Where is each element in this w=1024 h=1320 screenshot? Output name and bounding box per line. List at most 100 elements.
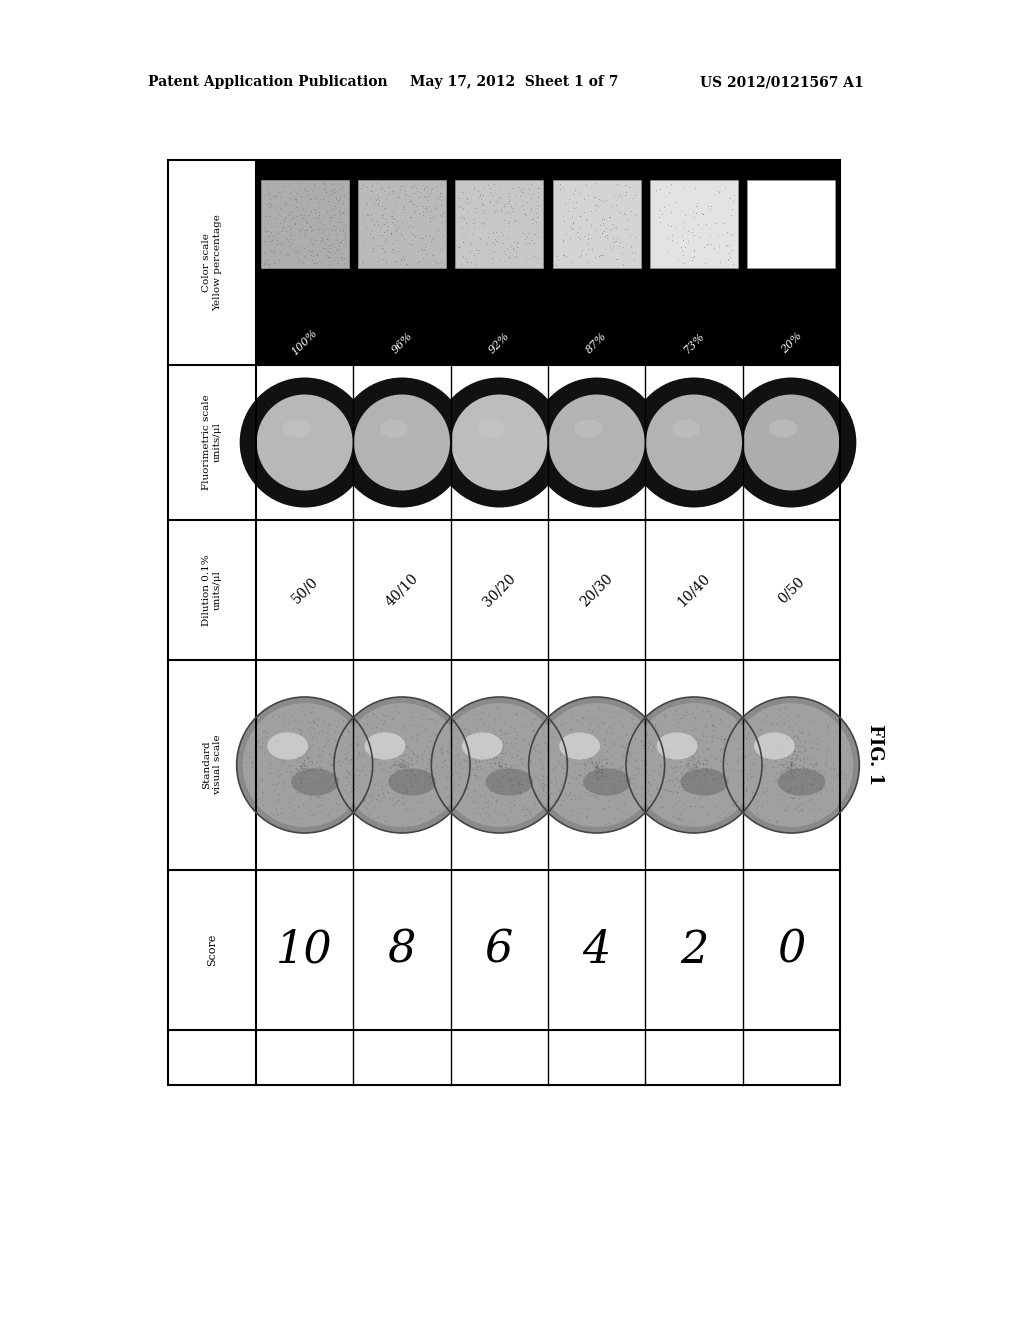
Point <box>720 768 736 789</box>
Point <box>593 766 609 787</box>
Point <box>686 766 702 787</box>
Point <box>307 771 324 792</box>
Point <box>397 781 414 803</box>
Point <box>360 804 377 825</box>
Point <box>555 789 571 810</box>
Point <box>375 248 391 269</box>
Point <box>699 750 716 771</box>
Point <box>691 752 708 774</box>
Point <box>690 751 707 772</box>
Point <box>782 758 799 779</box>
Point <box>580 700 596 721</box>
Point <box>669 781 685 803</box>
Point <box>554 762 570 783</box>
Point <box>588 762 604 783</box>
Point <box>625 787 641 808</box>
Point <box>771 737 787 758</box>
Point <box>506 789 522 810</box>
Point <box>287 729 303 750</box>
Point <box>292 719 308 741</box>
Point <box>663 202 679 223</box>
Point <box>293 754 309 775</box>
Text: 6: 6 <box>485 928 513 972</box>
Point <box>274 714 291 735</box>
Point <box>318 729 335 750</box>
Point <box>782 752 799 774</box>
Point <box>492 706 508 727</box>
Circle shape <box>531 378 662 507</box>
Point <box>416 741 432 762</box>
Point <box>782 779 799 800</box>
Point <box>255 731 271 752</box>
Point <box>452 207 468 228</box>
Point <box>504 198 520 219</box>
Point <box>290 218 306 239</box>
Point <box>278 191 294 213</box>
Point <box>431 768 447 789</box>
Point <box>285 726 301 747</box>
Point <box>388 759 404 780</box>
Point <box>295 207 311 228</box>
Point <box>593 779 609 800</box>
Point <box>697 767 714 788</box>
Point <box>428 176 444 197</box>
Point <box>492 755 508 776</box>
Point <box>389 754 406 775</box>
Point <box>317 246 334 267</box>
Point <box>318 178 335 199</box>
Point <box>570 787 587 808</box>
Point <box>415 227 431 248</box>
Point <box>471 775 487 796</box>
Point <box>783 755 800 776</box>
Point <box>664 173 680 194</box>
Point <box>615 784 632 805</box>
Point <box>676 733 692 754</box>
Point <box>493 201 509 222</box>
Point <box>584 721 600 742</box>
Point <box>549 246 565 267</box>
Point <box>673 751 689 772</box>
Point <box>433 739 450 760</box>
Point <box>706 238 722 259</box>
Point <box>432 206 449 227</box>
Point <box>289 183 305 205</box>
Point <box>736 718 753 739</box>
Point <box>615 792 632 813</box>
Point <box>290 797 306 818</box>
Point <box>354 791 371 812</box>
Point <box>403 754 420 775</box>
Point <box>776 800 793 821</box>
Point <box>485 742 502 763</box>
Point <box>570 731 587 752</box>
Point <box>458 213 474 234</box>
Point <box>445 718 462 739</box>
Point <box>797 738 813 759</box>
Point <box>488 783 505 804</box>
Point <box>697 754 714 775</box>
Point <box>603 239 620 260</box>
Point <box>475 809 492 830</box>
Point <box>423 800 439 821</box>
Point <box>516 702 532 723</box>
Point <box>290 173 306 194</box>
Circle shape <box>528 697 665 833</box>
Point <box>299 755 315 776</box>
Circle shape <box>535 704 658 828</box>
Point <box>333 725 349 746</box>
Point <box>267 207 284 228</box>
Point <box>602 206 618 227</box>
Point <box>494 756 510 777</box>
Point <box>567 180 584 201</box>
Point <box>451 187 467 209</box>
Point <box>640 770 656 791</box>
Point <box>250 788 266 809</box>
Point <box>500 722 516 743</box>
Point <box>654 796 671 817</box>
Point <box>698 758 715 779</box>
Point <box>831 723 848 744</box>
Point <box>587 774 603 795</box>
Point <box>588 767 604 788</box>
Point <box>297 762 313 783</box>
Point <box>563 788 580 809</box>
Text: 30/20: 30/20 <box>480 572 518 609</box>
